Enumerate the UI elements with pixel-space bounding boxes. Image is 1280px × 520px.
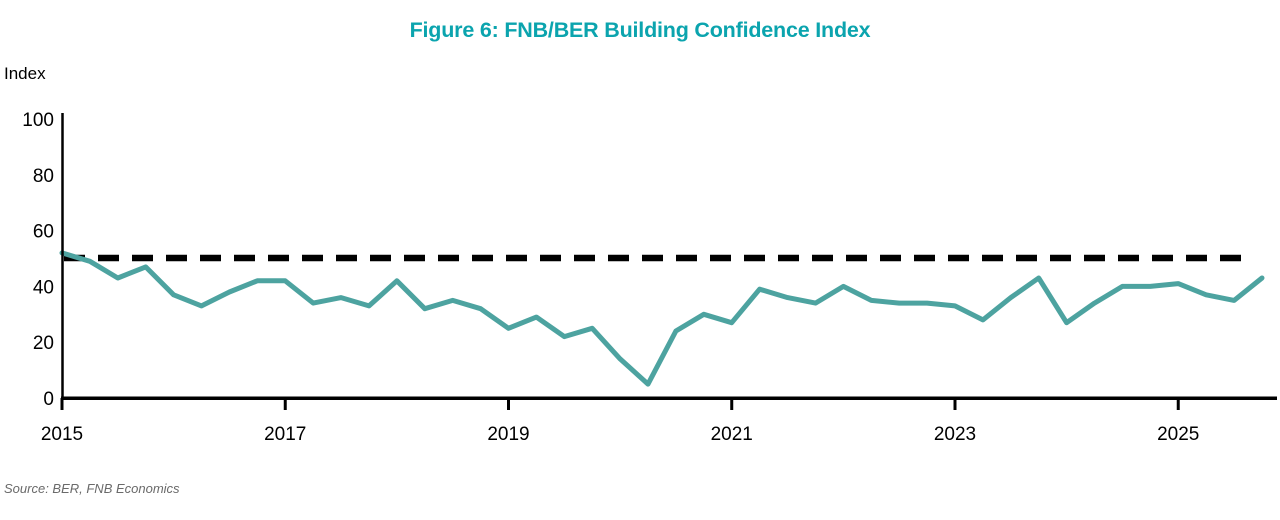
x-tick-label: 2025 — [1157, 424, 1199, 445]
x-tick-label: 2023 — [934, 424, 976, 445]
source-note: Source: BER, FNB Economics — [4, 481, 180, 496]
y-tick-label: 20 — [33, 333, 54, 354]
y-tick-label: 80 — [33, 166, 54, 187]
y-axis-title: Index — [4, 64, 46, 83]
x-tick-label: 2017 — [264, 424, 306, 445]
x-tick-label: 2019 — [487, 424, 529, 445]
x-tick-label: 2021 — [711, 424, 753, 445]
y-tick-label: 40 — [33, 277, 54, 298]
y-tick-label: 60 — [33, 222, 54, 243]
y-tick-label: 100 — [22, 110, 54, 131]
confidence-index-line — [59, 250, 1265, 387]
x-tick-label: 2015 — [41, 424, 83, 445]
chart-title: Figure 6: FNB/BER Building Confidence In… — [409, 18, 871, 42]
y-tick-label: 0 — [43, 389, 54, 410]
